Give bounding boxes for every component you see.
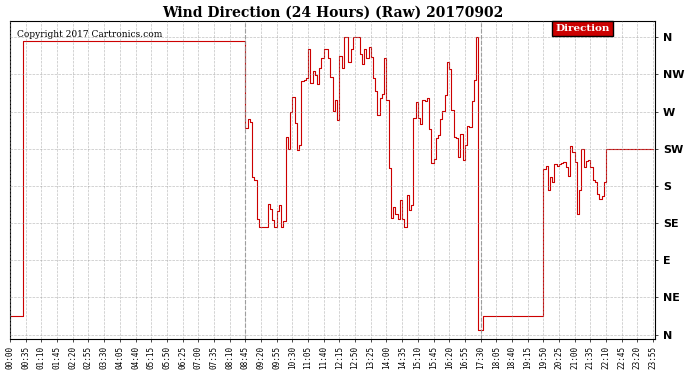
Title: Wind Direction (24 Hours) (Raw) 20170902: Wind Direction (24 Hours) (Raw) 20170902 xyxy=(162,6,503,20)
Text: Copyright 2017 Cartronics.com: Copyright 2017 Cartronics.com xyxy=(17,30,162,39)
Text: Direction: Direction xyxy=(555,24,610,33)
